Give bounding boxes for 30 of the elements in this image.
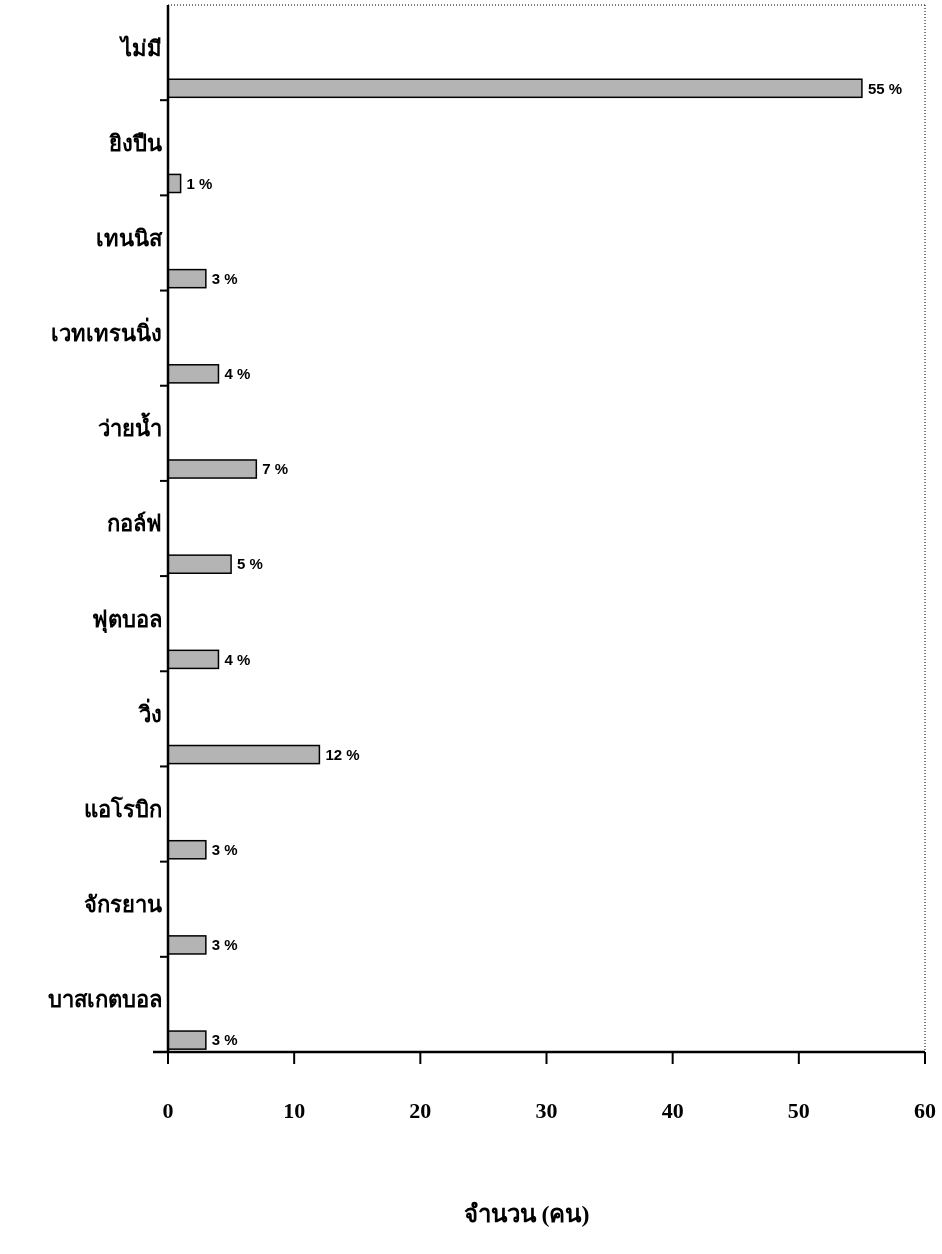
data-label: 55 % <box>867 79 903 97</box>
data-label: 5 % <box>237 555 263 573</box>
data-label: 3 % <box>211 269 238 287</box>
data-label: 4 % <box>224 365 251 383</box>
y-tick-label: ยิงปืน <box>109 130 162 156</box>
x-tick-label: 50 <box>787 1098 810 1123</box>
data-label: 1 % <box>186 174 213 192</box>
x-tick-label: 10 <box>283 1098 306 1123</box>
y-tick-label: จักรยาน <box>84 892 162 918</box>
x-tick-label: 60 <box>914 1098 936 1123</box>
data-label: 3 % <box>211 936 238 954</box>
y-tick-label: ว่ายน้ำ <box>98 412 162 442</box>
x-axis-title: จำนวน (คน) <box>463 1201 590 1227</box>
y-tick-label: เทนนิส <box>96 225 163 251</box>
y-tick-label: กอล์ฟ <box>107 511 162 537</box>
data-label: 3 % <box>211 840 238 858</box>
y-tick-label: วิ่ง <box>138 697 162 727</box>
y-tick-label: แอโรบิก <box>84 795 162 822</box>
data-label: 7 % <box>262 460 289 478</box>
y-tick-label: ฟุตบอล <box>92 606 162 634</box>
data-label: 12 % <box>325 745 360 763</box>
data-label: 4 % <box>224 650 251 668</box>
x-tick-label: 0 <box>162 1098 174 1123</box>
y-tick-label: ไม่มี <box>119 34 162 61</box>
x-tick-label: 40 <box>661 1098 684 1123</box>
x-tick-label: 20 <box>409 1098 432 1123</box>
x-tick-label: 30 <box>535 1098 558 1123</box>
y-tick-label: บาสเกตบอล <box>48 987 162 1013</box>
data-label: 3 % <box>211 1031 238 1049</box>
y-tick-label: เวทเทรนนิ่ง <box>51 317 162 347</box>
